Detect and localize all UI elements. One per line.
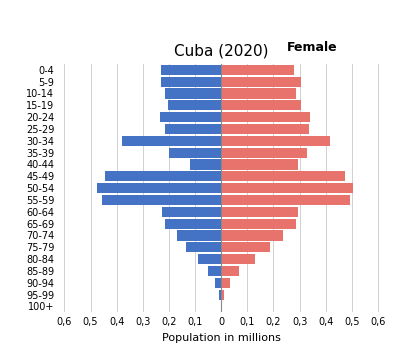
Bar — [221, 290, 224, 300]
Bar — [221, 242, 269, 252]
Text: Female: Female — [287, 41, 337, 54]
Bar — [208, 266, 221, 276]
Bar — [221, 65, 294, 75]
Bar — [105, 171, 221, 181]
Bar — [165, 124, 221, 134]
Bar — [221, 230, 282, 241]
Bar — [165, 88, 221, 99]
Bar — [169, 148, 221, 158]
Bar — [161, 65, 221, 75]
Bar — [190, 159, 221, 170]
Bar — [219, 290, 221, 300]
Bar — [221, 278, 229, 288]
Bar — [167, 100, 221, 110]
Bar — [221, 136, 329, 146]
Bar — [161, 77, 221, 87]
Bar — [214, 278, 221, 288]
Title: Cuba (2020): Cuba (2020) — [174, 44, 269, 59]
Bar — [122, 136, 221, 146]
Bar — [177, 230, 221, 241]
Bar — [97, 183, 221, 193]
Bar — [198, 254, 221, 264]
Bar — [221, 100, 301, 110]
Bar — [221, 77, 301, 87]
Bar — [221, 112, 310, 122]
Bar — [221, 266, 239, 276]
Bar — [221, 195, 350, 205]
Bar — [221, 254, 255, 264]
Bar — [160, 112, 221, 122]
Bar — [221, 171, 345, 181]
X-axis label: Population in millions: Population in millions — [162, 333, 280, 343]
Bar — [186, 242, 221, 252]
Bar — [221, 88, 295, 99]
Bar — [221, 124, 309, 134]
Bar — [221, 148, 307, 158]
Bar — [221, 301, 222, 312]
Bar — [165, 219, 221, 229]
Bar — [221, 183, 353, 193]
Bar — [102, 195, 221, 205]
Bar — [162, 207, 221, 217]
Bar — [221, 159, 298, 170]
Bar — [221, 219, 295, 229]
Bar — [221, 207, 298, 217]
